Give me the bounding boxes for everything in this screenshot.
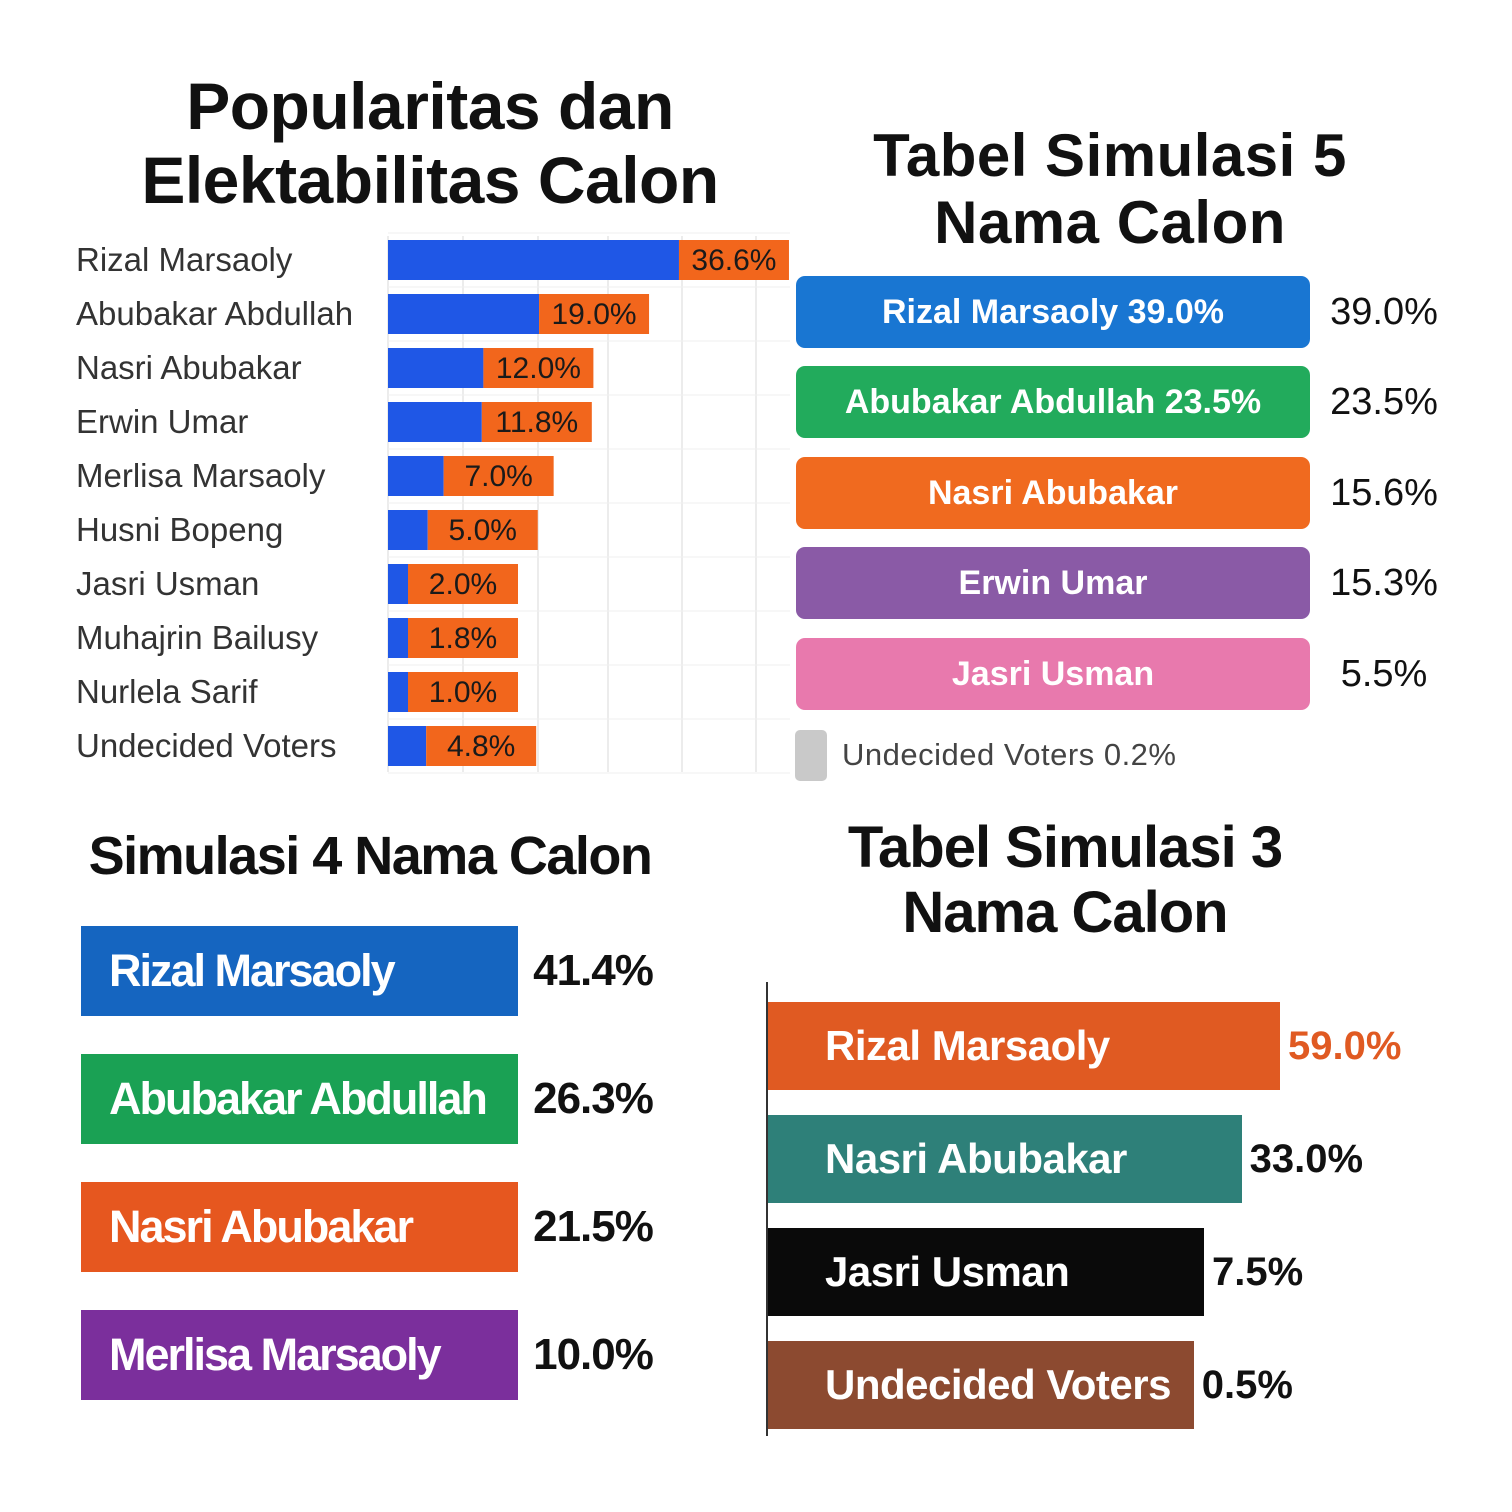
- category-label: Merlisa Marsaoly: [76, 457, 326, 494]
- bar: [388, 510, 428, 550]
- candidate-value: 23.5%: [1330, 381, 1438, 423]
- chart-1-popularitas: 36.6% 19.0% 12.0% 11.8% 7.0% 5.0% 2.0% 1.8% 1.0%…: [60, 230, 800, 780]
- bar: [388, 618, 408, 658]
- value-label-box: [427, 510, 538, 550]
- value-label-box: [483, 348, 594, 388]
- category-label: Muhajrin Bailusy: [76, 619, 319, 656]
- category-label: Undecided Voters: [76, 727, 337, 764]
- bar: [388, 240, 679, 280]
- candidate-value: 41.4%: [533, 946, 654, 995]
- candidate-value: 10.0%: [533, 1330, 654, 1379]
- category-label: Nasri Abubakar: [76, 349, 302, 386]
- data-label: 12.0%: [496, 352, 581, 385]
- chart-3-title: Simulasi 4 Nama Calon: [60, 826, 680, 886]
- candidate-value: 15.6%: [1330, 472, 1438, 514]
- chart-4-axis-line: [766, 982, 768, 1436]
- bar: [388, 564, 408, 604]
- category-label: Husni Bopeng: [76, 511, 284, 548]
- bar: [388, 294, 540, 334]
- candidate-bar: Rizal Marsaoly: [81, 926, 518, 1016]
- candidate-value: 33.0%: [1249, 1137, 1364, 1181]
- candidate-pill: Nasri Abubakar: [796, 457, 1310, 529]
- data-label: 36.6%: [691, 244, 776, 277]
- data-label: 5.0%: [449, 514, 517, 547]
- chart-2-title-text: Tabel Simulasi 5 Nama Calon: [873, 122, 1347, 257]
- value-label-box: [408, 618, 518, 658]
- category-label: Nurlela Sarif: [76, 673, 258, 710]
- candidate-value: 21.5%: [533, 1202, 654, 1251]
- bar: [388, 672, 408, 712]
- chart-1-title-text: Popularitas dan Elektabilitas Calon: [141, 69, 719, 217]
- candidate-bar: Jasri Usman: [768, 1228, 1205, 1316]
- candidate-value: 0.5%: [1201, 1363, 1293, 1407]
- value-label-box: [408, 564, 518, 604]
- candidate-pill: Abubakar Abdullah 23.5%: [796, 366, 1310, 438]
- value-label-box: [408, 672, 518, 712]
- data-label: 11.8%: [495, 406, 578, 439]
- undecided-note: Undecided Voters 0.2%: [842, 737, 1177, 772]
- value-label-box: [539, 294, 650, 334]
- chart-1-title: Popularitas dan Elektabilitas Calon: [120, 69, 740, 218]
- candidate-value: 26.3%: [533, 1074, 654, 1123]
- candidate-bar: Merlisa Marsaoly: [81, 1310, 518, 1400]
- chart-4-title-text: Tabel Simulasi 3 Nama Calon: [847, 815, 1283, 945]
- category-label: Erwin Umar: [76, 403, 249, 440]
- data-label: 7.0%: [464, 460, 532, 493]
- candidate-pill: Jasri Usman: [796, 638, 1310, 710]
- candidate-bar: Nasri Abubakar: [81, 1182, 518, 1272]
- candidate-pill: Erwin Umar: [796, 547, 1310, 619]
- undecided-swatch: [795, 730, 827, 781]
- chart-4-title: Tabel Simulasi 3 Nama Calon: [800, 815, 1330, 946]
- candidate-value: 7.5%: [1212, 1250, 1304, 1294]
- data-label: 19.0%: [552, 298, 637, 331]
- value-label-box: [426, 726, 537, 766]
- candidate-value: 39.0%: [1330, 291, 1438, 333]
- category-label: Abubakar Abdullah: [76, 295, 354, 332]
- candidate-bar: Undecided Voters: [768, 1341, 1194, 1429]
- value-label-box: [443, 456, 554, 496]
- data-label: 1.0%: [429, 676, 497, 709]
- bar: [388, 402, 482, 442]
- data-label: 4.8%: [447, 730, 515, 763]
- candidate-bar: Rizal Marsaoly: [768, 1002, 1280, 1090]
- candidate-bar: Nasri Abubakar: [768, 1115, 1242, 1203]
- candidate-value: 59.0%: [1288, 1024, 1402, 1068]
- bar: [388, 726, 427, 766]
- chart-1-svg: 36.6% 19.0% 12.0% 11.8% 7.0% 5.0% 2.0% 1.8% 1.0%…: [387, 232, 790, 774]
- candidate-bar: Abubakar Abdullah: [81, 1054, 518, 1144]
- data-label: 2.0%: [429, 568, 497, 601]
- category-label: Jasri Usman: [76, 565, 260, 602]
- category-label: Rizal Marsaoly: [76, 241, 293, 278]
- bar: [388, 348, 484, 388]
- value-label-box: [481, 402, 592, 442]
- candidate-pill: Rizal Marsaoly 39.0%: [796, 276, 1310, 348]
- bar: [388, 456, 444, 496]
- chart-2-title: Tabel Simulasi 5 Nama Calon: [820, 122, 1400, 256]
- value-label-box: [678, 240, 789, 280]
- candidate-value: 5.5%: [1340, 653, 1428, 695]
- candidate-value: 15.3%: [1330, 562, 1438, 604]
- chart-3-title-text: Simulasi 4 Nama Calon: [88, 826, 653, 886]
- data-label: 1.8%: [429, 622, 497, 655]
